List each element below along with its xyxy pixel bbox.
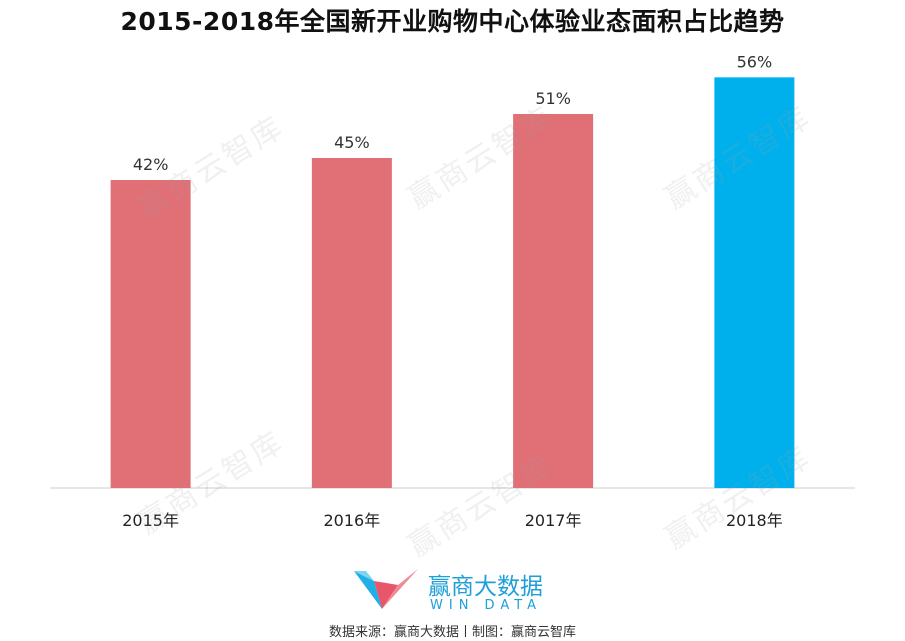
bar-2015年: [110, 180, 191, 488]
bar-2018年: [714, 77, 795, 488]
bar-value-label: 56%: [737, 52, 773, 71]
bar-2017年: [513, 114, 594, 488]
brand-logo: 赢商大数据 WIN DATA: [352, 565, 582, 617]
x-tick-label: 2017年: [525, 511, 582, 530]
bar-value-label: 45%: [334, 133, 370, 152]
bar-value-label: 42%: [133, 155, 169, 174]
x-tick-label: 2016年: [324, 511, 381, 530]
bar-2016年: [311, 158, 392, 488]
win-data-logo-icon: [354, 569, 418, 609]
source-note: 数据来源：赢商大数据丨制图：赢商云智库: [328, 625, 576, 640]
bar-value-label: 51%: [535, 89, 571, 108]
x-tick-label: 2015年: [122, 511, 179, 530]
x-tick-label: 2018年: [726, 511, 783, 530]
brand-name-cn: 赢商大数据: [428, 574, 543, 600]
chart-title: 2015-2018年全国新开业购物中心体验业态面积占比趋势: [120, 7, 785, 36]
brand-name-en: WIN DATA: [430, 598, 543, 613]
